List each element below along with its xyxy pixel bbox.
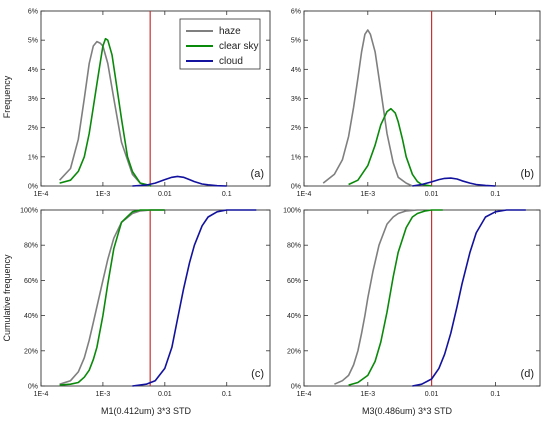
- plot-frame: [40, 209, 271, 387]
- x-tick-label: 1E-3: [96, 191, 111, 198]
- y-tick-label: 40%: [24, 313, 38, 320]
- x-axis-label-m3: M3(0.486um) 3*3 STD: [362, 406, 453, 416]
- series-line-cloud: [132, 175, 227, 187]
- x-tick-label: 0.01: [158, 391, 172, 398]
- y-tick-label: 40%: [287, 313, 301, 320]
- series-line-clear-sky: [348, 107, 432, 187]
- panels-layer: 1E-4 1E-3 0.01 0.1 0% 1% 2% 3% 4% 5% 6% (a) 1E-4 1E-3…: [20, 9, 541, 398]
- series-line-clear-sky: [59, 37, 152, 187]
- y-tick-label: 20%: [287, 348, 301, 355]
- y-tick-label: 0%: [28, 384, 38, 391]
- y-tick-label: 0%: [291, 184, 301, 191]
- series-line-haze: [59, 40, 152, 187]
- x-tick-label: 1E-3: [96, 391, 111, 398]
- y-tick-label: 3%: [291, 96, 301, 103]
- y-axis-label-frequency: Frequency: [2, 75, 12, 118]
- y-tick-label: 1%: [291, 154, 301, 161]
- y-tick-label: 6%: [28, 9, 38, 16]
- y-tick-label: 20%: [24, 348, 38, 355]
- panel-label: (b): [521, 168, 534, 180]
- x-tick-label: 0.01: [158, 191, 172, 198]
- panel-4: 1E-4 1E-3 0.01 0.1 0% 20% 40% 60% 80% 100% (d): [283, 208, 541, 398]
- legend: haze clear sky cloud: [179, 18, 261, 70]
- panel-1: 1E-4 1E-3 0.01 0.1 0% 1% 2% 3% 4% 5% 6% (a): [28, 9, 271, 198]
- y-axis-label-cumulative: Cumulative frequency: [2, 254, 12, 342]
- legend-label-cloud: cloud: [219, 56, 243, 67]
- panel-3: 1E-4 1E-3 0.01 0.1 0% 20% 40% 60% 80% 100% (c): [20, 208, 271, 398]
- series-line-cloud: [132, 209, 257, 387]
- y-tick-label: 3%: [28, 96, 38, 103]
- series-line-clear-sky: [59, 209, 165, 386]
- legend-label-clear-sky: clear sky: [219, 41, 258, 52]
- x-tick-label: 1E-4: [297, 391, 312, 398]
- legend-label-haze: haze: [219, 26, 241, 37]
- series-line-clear-sky: [348, 209, 443, 386]
- x-tick-label: 0.1: [222, 391, 232, 398]
- x-tick-label: 0.1: [491, 391, 501, 398]
- y-tick-label: 2%: [291, 125, 301, 132]
- x-tick-label: 1E-3: [360, 391, 375, 398]
- y-tick-label: 0%: [28, 184, 38, 191]
- panel-label: (d): [521, 368, 534, 380]
- series-line-cloud: [412, 209, 526, 387]
- x-tick-label: 1E-4: [34, 191, 49, 198]
- series-line-haze: [334, 209, 418, 385]
- y-tick-label: 4%: [28, 67, 38, 74]
- y-tick-label: 5%: [291, 38, 301, 45]
- y-tick-label: 100%: [20, 208, 38, 215]
- x-tick-label: 0.1: [222, 191, 232, 198]
- y-tick-label: 100%: [283, 208, 301, 215]
- y-tick-label: 60%: [24, 278, 38, 285]
- panel-2: 1E-4 1E-3 0.01 0.1 0% 1% 2% 3% 4% 5% 6% (b): [291, 9, 541, 198]
- y-tick-label: 0%: [291, 384, 301, 391]
- y-tick-label: 4%: [291, 67, 301, 74]
- y-tick-label: 6%: [291, 9, 301, 16]
- x-tick-label: 1E-4: [34, 391, 49, 398]
- y-tick-label: 80%: [24, 243, 38, 250]
- y-tick-label: 5%: [28, 38, 38, 45]
- x-axis-label-m1: M1(0.412um) 3*3 STD: [101, 406, 192, 416]
- series-line-cloud: [412, 177, 496, 187]
- x-tick-label: 1E-4: [297, 191, 312, 198]
- panel-label: (c): [251, 368, 264, 380]
- x-tick-label: 0.01: [425, 391, 439, 398]
- y-tick-label: 1%: [28, 154, 38, 161]
- plot-frame: [303, 209, 541, 387]
- series-line-haze: [59, 209, 165, 385]
- panel-label: (a): [251, 168, 264, 180]
- series-line-haze: [322, 29, 413, 187]
- y-tick-label: 2%: [28, 125, 38, 132]
- y-tick-label: 80%: [287, 243, 301, 250]
- y-tick-label: 60%: [287, 278, 301, 285]
- x-tick-label: 0.1: [491, 191, 501, 198]
- x-tick-label: 1E-3: [360, 191, 375, 198]
- plot-frame: [303, 10, 541, 187]
- x-tick-label: 0.01: [425, 191, 439, 198]
